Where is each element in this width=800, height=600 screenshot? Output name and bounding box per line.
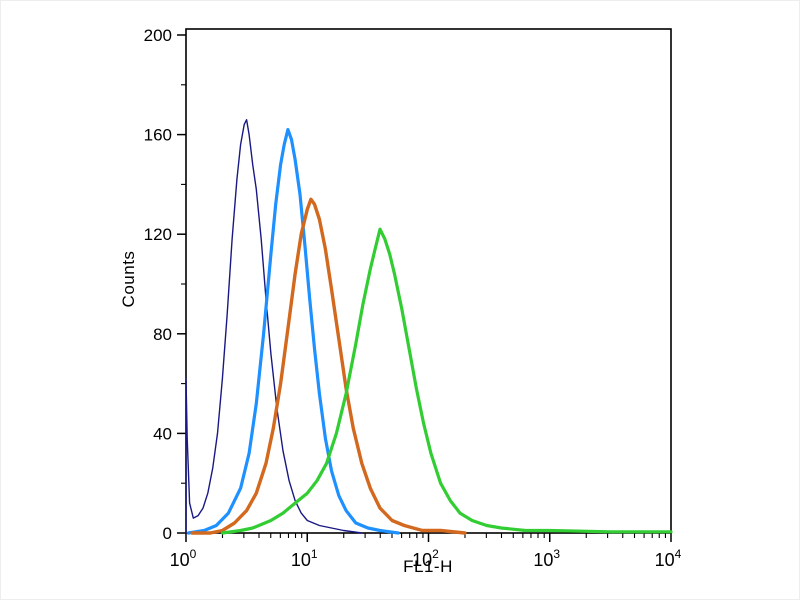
y-tick-label: 120	[144, 225, 172, 244]
series-green	[220, 227, 673, 535]
y-tick-label: 160	[144, 126, 172, 145]
series-orange	[190, 197, 467, 535]
x-axis-title: FL1-H	[403, 557, 453, 576]
y-tick-label: 200	[144, 26, 172, 45]
y-tick-label: 0	[163, 524, 172, 543]
x-tick-label: 103	[533, 547, 560, 570]
x-tick-label: 104	[655, 547, 682, 570]
plot-frame	[185, 28, 672, 534]
x-tick-label: 101	[291, 547, 318, 570]
series-dark-blue-control	[185, 119, 363, 534]
y-axis-title: Counts	[119, 250, 138, 308]
x-tick-label: 100	[170, 547, 197, 570]
y-tick-label: 40	[153, 424, 172, 443]
y-tick-label: 80	[153, 325, 172, 344]
series-light-blue	[186, 128, 400, 535]
